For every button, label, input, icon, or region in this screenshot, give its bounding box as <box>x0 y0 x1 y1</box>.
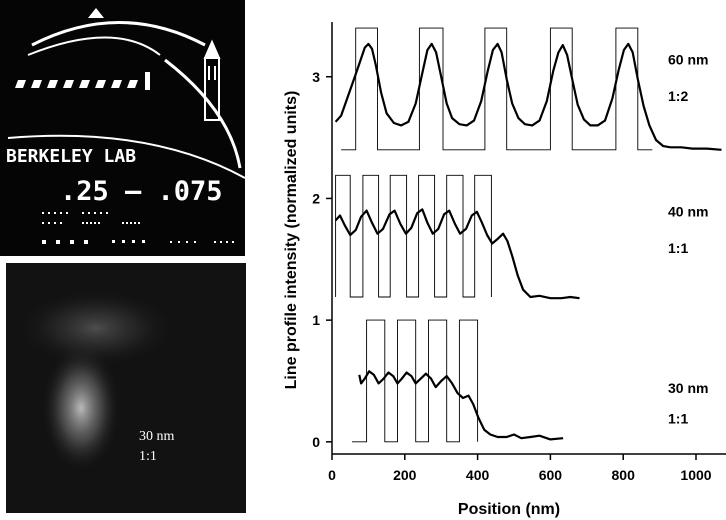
y-tick-label-3: 3 <box>312 69 320 85</box>
dome-outline <box>31 21 206 47</box>
micrograph-graphic <box>6 263 246 513</box>
axis-ticks: 0 200 400 600 800 1000 0 1 2 3 <box>312 69 712 483</box>
grating-outline-0 <box>341 27 653 151</box>
line-profile-chart: 60 nm1:240 nm1:130 nm1:1 0 200 400 600 800 10… <box>283 22 726 518</box>
y-tick-label-1: 1 <box>312 312 320 328</box>
hill-curve <box>164 58 242 169</box>
series-label-1-1: 1:1 <box>668 240 688 256</box>
bright-feature <box>41 343 121 473</box>
logo-graphic: BERKELEY LAB .25 – .075 <box>6 8 246 244</box>
x-tick-label-5: 1000 <box>680 467 711 483</box>
y-tick-label-0: 0 <box>312 434 320 450</box>
dome-arches <box>15 72 150 90</box>
dome-inner-outline <box>27 36 161 56</box>
grating-outline-1 <box>335 174 492 298</box>
dome-tip <box>88 8 104 18</box>
series-label-0-0: 60 nm <box>668 52 708 68</box>
series-label-2-1: 1:1 <box>668 411 688 427</box>
dimension-text: .25 – .075 <box>60 176 223 207</box>
series-label-0-1: 1:2 <box>668 88 688 104</box>
x-tick-label-1: 200 <box>393 467 417 483</box>
grating-outline-2 <box>352 319 479 443</box>
y-axis-title: Line profile intensity (normalized units… <box>283 91 300 390</box>
series-label-1-0: 40 nm <box>668 204 708 220</box>
series-line-2 <box>358 370 564 441</box>
micrograph-caption-ratio: 1:1 <box>139 449 157 464</box>
campanile-tower <box>203 39 221 121</box>
y-tick-label-2: 2 <box>312 190 320 206</box>
series-label-2-0: 30 nm <box>668 380 708 396</box>
base-curve <box>7 134 246 179</box>
series-line-1 <box>334 208 580 300</box>
x-axis-title: Position (nm) <box>458 501 560 518</box>
x-tick-label-0: 0 <box>328 467 336 483</box>
berkeley-lab-logo-image: BERKELEY LAB .25 – .075 <box>0 0 246 256</box>
x-tick-label-3: 600 <box>539 467 563 483</box>
banner-text: BERKELEY LAB <box>6 146 136 167</box>
series-line-0 <box>334 42 722 151</box>
faint-haze <box>16 288 176 368</box>
plot-area: 60 nm 1:2 40 nm 1:1 30 nm 1:1 <box>334 27 722 443</box>
sem-micrograph-image: 30 nm 1:1 <box>6 263 246 513</box>
micrograph-caption-size: 30 nm <box>139 429 175 444</box>
x-tick-label-4: 800 <box>612 467 636 483</box>
x-tick-label-2: 400 <box>466 467 490 483</box>
test-pattern-dots <box>42 212 234 244</box>
